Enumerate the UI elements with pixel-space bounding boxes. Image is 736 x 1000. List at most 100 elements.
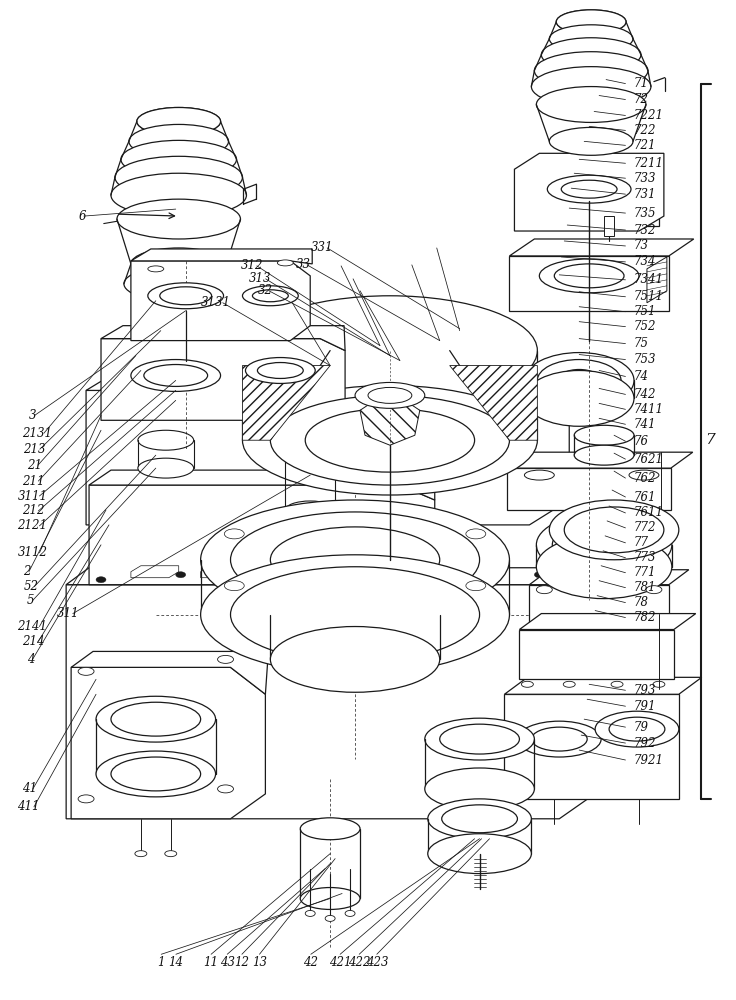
Polygon shape: [504, 677, 701, 694]
Ellipse shape: [439, 724, 520, 754]
Text: 79: 79: [634, 721, 648, 734]
Ellipse shape: [230, 512, 480, 608]
Ellipse shape: [165, 851, 177, 857]
Ellipse shape: [565, 507, 664, 553]
Ellipse shape: [521, 681, 534, 687]
Polygon shape: [89, 470, 435, 500]
Polygon shape: [201, 566, 249, 578]
Ellipse shape: [534, 572, 545, 578]
Text: 3111: 3111: [18, 490, 48, 503]
Ellipse shape: [368, 387, 412, 403]
Text: 7921: 7921: [634, 754, 663, 767]
Polygon shape: [280, 566, 328, 578]
Ellipse shape: [224, 581, 244, 591]
Ellipse shape: [258, 363, 303, 378]
Polygon shape: [520, 166, 659, 206]
Ellipse shape: [574, 425, 634, 445]
Ellipse shape: [442, 805, 517, 833]
Text: 793: 793: [634, 684, 656, 697]
Polygon shape: [360, 566, 408, 578]
Polygon shape: [507, 468, 670, 510]
Text: 7511: 7511: [634, 290, 663, 303]
Text: 762: 762: [634, 472, 656, 485]
Ellipse shape: [201, 500, 509, 620]
Polygon shape: [520, 614, 696, 630]
Polygon shape: [529, 570, 689, 585]
Text: 74: 74: [634, 370, 648, 383]
Text: 2141: 2141: [18, 620, 48, 633]
Polygon shape: [435, 566, 483, 578]
Ellipse shape: [568, 528, 640, 562]
Text: 12: 12: [234, 956, 250, 969]
Ellipse shape: [121, 140, 236, 178]
Text: 5: 5: [27, 594, 35, 607]
Text: 71: 71: [634, 77, 648, 90]
Text: 312: 312: [241, 259, 263, 272]
Ellipse shape: [160, 287, 211, 305]
Ellipse shape: [138, 458, 194, 478]
Ellipse shape: [230, 567, 480, 662]
Text: 411: 411: [18, 800, 40, 813]
Text: 741: 741: [634, 418, 656, 431]
Ellipse shape: [242, 385, 537, 495]
Ellipse shape: [549, 500, 679, 560]
Text: 761: 761: [634, 491, 656, 504]
Polygon shape: [89, 485, 435, 585]
Ellipse shape: [300, 818, 360, 840]
Polygon shape: [647, 257, 667, 303]
Polygon shape: [520, 630, 674, 679]
Ellipse shape: [129, 124, 229, 158]
Ellipse shape: [270, 527, 439, 593]
Polygon shape: [509, 256, 669, 311]
Ellipse shape: [124, 266, 233, 302]
Ellipse shape: [78, 795, 94, 803]
Ellipse shape: [557, 369, 601, 391]
Ellipse shape: [111, 757, 201, 791]
Polygon shape: [131, 249, 312, 264]
Text: 33: 33: [296, 258, 311, 271]
Text: 211: 211: [22, 475, 44, 488]
Text: 782: 782: [634, 611, 656, 624]
Text: 311: 311: [57, 607, 79, 620]
Text: 313: 313: [250, 272, 272, 285]
Ellipse shape: [428, 799, 531, 839]
Polygon shape: [86, 376, 571, 415]
Ellipse shape: [548, 175, 631, 203]
Ellipse shape: [537, 513, 672, 577]
Polygon shape: [131, 261, 310, 341]
Text: 32: 32: [258, 284, 273, 297]
Ellipse shape: [525, 470, 554, 480]
Text: 73: 73: [634, 239, 648, 252]
Ellipse shape: [611, 681, 623, 687]
Ellipse shape: [218, 655, 233, 663]
Ellipse shape: [300, 888, 360, 909]
Ellipse shape: [531, 727, 587, 751]
Ellipse shape: [534, 52, 648, 90]
Ellipse shape: [425, 718, 534, 760]
Text: 3: 3: [29, 409, 37, 422]
Polygon shape: [66, 568, 604, 610]
Ellipse shape: [135, 851, 147, 857]
Ellipse shape: [549, 25, 633, 53]
Ellipse shape: [466, 581, 486, 591]
Ellipse shape: [425, 768, 534, 810]
Text: 41: 41: [22, 782, 37, 795]
Ellipse shape: [554, 264, 624, 288]
Polygon shape: [101, 339, 345, 420]
Ellipse shape: [466, 529, 486, 539]
Text: 214: 214: [22, 635, 44, 648]
Text: 722: 722: [634, 124, 656, 137]
Text: 781: 781: [634, 581, 656, 594]
Text: 2121: 2121: [18, 519, 48, 532]
Ellipse shape: [325, 915, 335, 921]
Text: 78: 78: [634, 596, 648, 609]
Polygon shape: [242, 366, 330, 440]
Ellipse shape: [252, 290, 289, 302]
Text: 773: 773: [634, 551, 656, 564]
Polygon shape: [66, 585, 599, 819]
Text: 423: 423: [366, 956, 388, 969]
Ellipse shape: [270, 627, 439, 692]
Text: 733: 733: [634, 172, 656, 185]
Ellipse shape: [242, 296, 537, 405]
Text: 72: 72: [634, 93, 648, 106]
